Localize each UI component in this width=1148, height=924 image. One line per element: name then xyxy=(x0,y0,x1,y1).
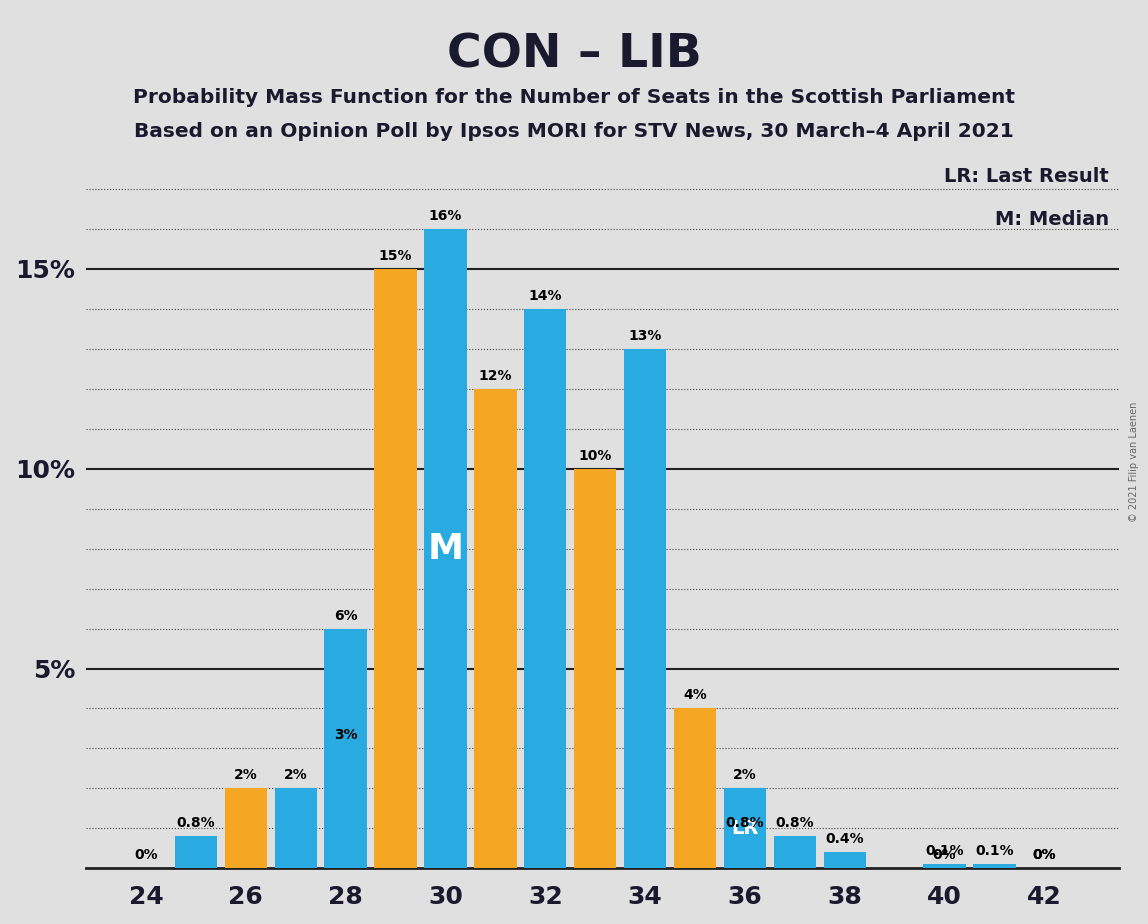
Bar xyxy=(274,788,317,869)
Bar xyxy=(325,628,367,869)
Bar xyxy=(574,468,616,869)
Text: 0%: 0% xyxy=(932,848,956,862)
Bar xyxy=(623,348,666,869)
Bar xyxy=(823,852,866,869)
Text: 14%: 14% xyxy=(528,289,563,303)
Text: 2%: 2% xyxy=(284,769,308,783)
Text: 2%: 2% xyxy=(734,769,757,783)
Text: 0.1%: 0.1% xyxy=(975,845,1014,858)
Text: M: M xyxy=(427,531,464,565)
Text: 0.4%: 0.4% xyxy=(825,833,864,846)
Text: 3%: 3% xyxy=(334,728,357,743)
Bar xyxy=(225,788,267,869)
Bar xyxy=(723,836,766,869)
Text: 12%: 12% xyxy=(479,369,512,383)
Text: Probability Mass Function for the Number of Seats in the Scottish Parliament: Probability Mass Function for the Number… xyxy=(133,88,1015,107)
Text: 0.1%: 0.1% xyxy=(925,845,964,858)
Bar xyxy=(425,229,467,869)
Bar xyxy=(923,864,965,869)
Bar xyxy=(174,836,217,869)
Text: 13%: 13% xyxy=(628,329,661,343)
Text: 0.8%: 0.8% xyxy=(726,817,765,831)
Text: 0.8%: 0.8% xyxy=(776,817,814,831)
Text: 15%: 15% xyxy=(379,249,412,262)
Bar xyxy=(325,748,367,869)
Text: 2%: 2% xyxy=(234,769,257,783)
Bar xyxy=(674,709,716,869)
Text: © 2021 Filip van Laenen: © 2021 Filip van Laenen xyxy=(1130,402,1139,522)
Text: M: Median: M: Median xyxy=(995,210,1109,229)
Text: LR: LR xyxy=(731,819,759,838)
Text: 4%: 4% xyxy=(683,688,707,702)
Bar xyxy=(774,836,816,869)
Bar xyxy=(474,389,517,869)
Text: LR: Last Result: LR: Last Result xyxy=(944,167,1109,186)
Bar xyxy=(523,309,566,869)
Text: 10%: 10% xyxy=(579,449,612,463)
Text: 6%: 6% xyxy=(334,609,357,623)
Text: CON – LIB: CON – LIB xyxy=(447,32,701,78)
Bar xyxy=(374,269,417,869)
Text: 0%: 0% xyxy=(1032,848,1056,862)
Text: 0%: 0% xyxy=(134,848,157,862)
Bar xyxy=(974,864,1016,869)
Bar xyxy=(723,788,766,869)
Text: 0%: 0% xyxy=(1032,848,1056,862)
Text: Based on an Opinion Poll by Ipsos MORI for STV News, 30 March–4 April 2021: Based on an Opinion Poll by Ipsos MORI f… xyxy=(134,122,1014,141)
Text: 0.8%: 0.8% xyxy=(177,817,215,831)
Text: 16%: 16% xyxy=(428,209,463,223)
